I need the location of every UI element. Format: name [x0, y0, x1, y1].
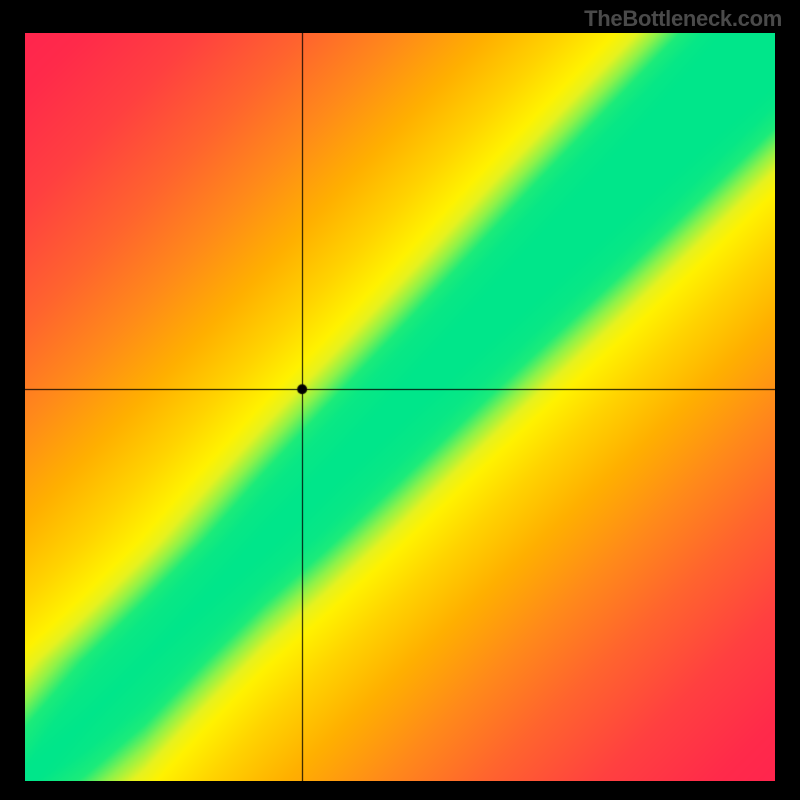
plot-area — [25, 33, 775, 781]
chart-container: TheBottleneck.com — [0, 0, 800, 800]
overlay-canvas — [25, 33, 775, 781]
watermark-text: TheBottleneck.com — [584, 6, 782, 32]
